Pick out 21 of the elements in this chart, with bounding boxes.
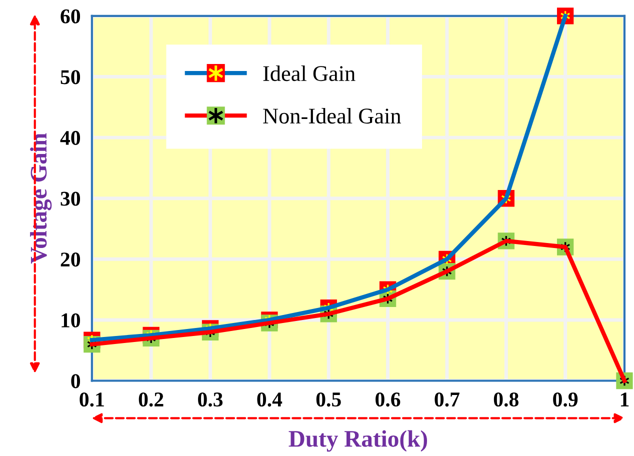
x-tick-label: 0.4 <box>257 392 282 407</box>
x-tick-label: 0.5 <box>316 392 341 407</box>
y-tick-label: 30 <box>60 192 80 206</box>
x-tick-label: 0.8 <box>494 392 518 407</box>
legend-label: Ideal Gain <box>263 65 356 82</box>
y-tick-label: 20 <box>60 252 80 267</box>
x-tick-label: 0.9 <box>553 392 578 407</box>
x-tick-label: 1 <box>620 392 629 406</box>
x-axis-title: Duty Ratio(k) <box>288 430 428 452</box>
x-tick-label: 0.1 <box>80 392 104 407</box>
y-tick-label: 50 <box>60 70 80 84</box>
x-tick-label: 0.7 <box>434 392 460 407</box>
x-tick-label: 0.6 <box>376 392 400 407</box>
legend-label: Non-Ideal Gain <box>263 108 401 124</box>
y-axis-title: Voltage Gain <box>30 133 52 264</box>
y-tick-label: 60 <box>60 9 80 24</box>
y-tick-label: 40 <box>60 130 80 145</box>
x-tick-label: 0.2 <box>138 392 164 407</box>
x-tick-label: 0.3 <box>198 392 223 407</box>
y-tick-label: 10 <box>62 313 80 328</box>
y-tick-label: 0 <box>71 374 80 388</box>
